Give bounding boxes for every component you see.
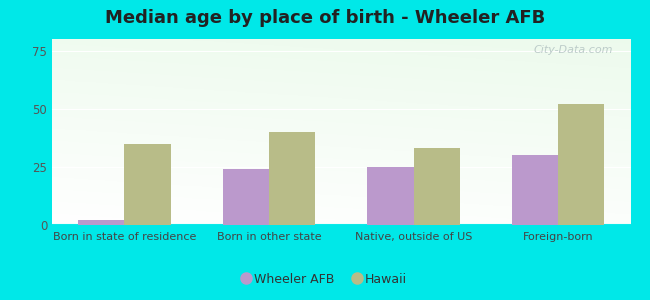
Bar [78, 220, 124, 225]
Legend: Wheeler AFB, Hawaii: Wheeler AFB, Hawaii [238, 268, 412, 291]
Text: City-Data.com: City-Data.com [534, 45, 613, 55]
Bar [512, 155, 558, 225]
Bar [124, 144, 170, 225]
Bar [269, 132, 315, 225]
Bar [558, 104, 605, 225]
Text: Median age by place of birth - Wheeler AFB: Median age by place of birth - Wheeler A… [105, 9, 545, 27]
Bar [223, 169, 269, 225]
Bar [413, 148, 460, 225]
Bar [367, 167, 413, 225]
